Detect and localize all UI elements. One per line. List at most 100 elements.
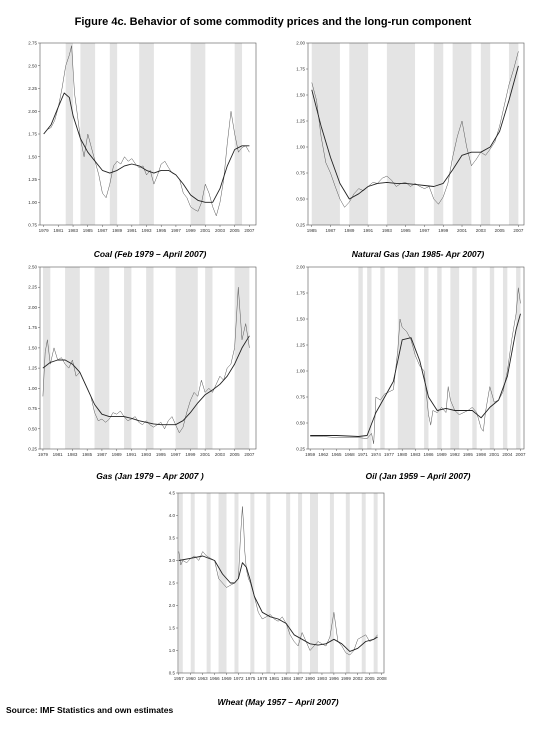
y-tick-label: 2.0 (169, 603, 176, 608)
x-tick-label: 1995 (401, 228, 412, 233)
x-tick-label: 1980 (397, 452, 408, 457)
x-tick-label: 1991 (363, 228, 374, 233)
x-tick-label: 1991 (126, 452, 137, 457)
y-tick-label: 1.50 (28, 154, 37, 159)
x-tick-label: 1993 (142, 228, 153, 233)
x-tick-label: 1983 (67, 452, 78, 457)
x-tick-label: 1997 (419, 228, 430, 233)
shaded-period (205, 267, 213, 449)
x-tick-label: 1990 (305, 676, 316, 681)
x-tick-label: 2007 (513, 228, 524, 233)
series-long-run-line (310, 313, 521, 437)
x-tick-label: 1969 (222, 676, 233, 681)
shaded-period (472, 267, 477, 449)
shaded-period (310, 493, 318, 673)
shaded-period (502, 267, 508, 449)
chart-coal: 0.75 1.00 1.25 1.50 1.75 2.00 2.25 2.50 2.75 1979… (20, 37, 260, 245)
x-tick-label: 1978 (257, 676, 268, 681)
x-tick-label: 1987 (293, 676, 304, 681)
y-tick-label: 0.75 (28, 223, 37, 228)
shaded-period (250, 493, 255, 673)
x-tick-label: 1963 (198, 676, 209, 681)
x-tick-label: 1977 (384, 452, 395, 457)
x-tick-label: 1995 (156, 452, 167, 457)
series-actual-line (310, 287, 521, 445)
y-tick-label: 1.00 (28, 200, 37, 205)
shaded-period (345, 493, 350, 673)
x-tick-label: 1992 (450, 452, 461, 457)
x-tick-label: 1987 (97, 452, 108, 457)
y-tick-label: 0.50 (296, 197, 305, 202)
shaded-period (516, 267, 521, 449)
y-tick-label: 4.0 (169, 513, 176, 518)
shaded-period (298, 493, 303, 673)
y-tick-label: 2.50 (28, 265, 37, 270)
shaded-period (452, 43, 472, 225)
x-tick-label: 1981 (269, 676, 280, 681)
chart-natural-gas-svg: 0.25 0.50 0.75 1.00 1.25 1.50 1.75 2.00 1985 1987… (296, 41, 525, 233)
y-tick-label: 1.25 (28, 366, 37, 371)
shaded-period (311, 43, 340, 225)
x-tick-label: 1999 (186, 228, 197, 233)
chart-oil: 0.25 0.50 0.75 1.00 1.25 1.50 1.75 2.00 1959 1962… (288, 261, 528, 469)
x-tick-label: 1989 (112, 228, 123, 233)
x-tick-label: 2004 (502, 452, 513, 457)
y-tick-label: 3.0 (169, 558, 176, 563)
y-tick-label: 2.75 (28, 41, 37, 46)
caption-wheat: Wheat (May 1957 – April 2007) (217, 697, 339, 707)
shaded-period (234, 43, 243, 225)
y-tick-label: 2.25 (28, 285, 37, 290)
caption-gas: Gas (Jan 1979 – Apr 2007 ) (96, 471, 204, 481)
shaded-period (433, 43, 444, 225)
y-tick-label: 1.25 (28, 177, 37, 182)
x-tick-label: 1995 (156, 228, 167, 233)
x-tick-label: 1998 (476, 452, 487, 457)
x-tick-label: 1999 (341, 676, 352, 681)
shaded-period (109, 43, 118, 225)
x-tick-label: 1999 (185, 452, 196, 457)
y-tick-label: 2.5 (169, 581, 176, 586)
y-tick-label: 1.00 (296, 145, 305, 150)
figure-title: Figure 4c. Behavior of some commodity pr… (74, 16, 472, 28)
x-tick-label: 1966 (210, 676, 221, 681)
shaded-period (65, 43, 74, 225)
x-tick-label: 1979 (38, 452, 49, 457)
y-tick-label: 1.00 (28, 386, 37, 391)
x-tick-label: 2003 (476, 228, 487, 233)
x-tick-label: 2001 (457, 228, 468, 233)
x-tick-label: 2005 (365, 676, 376, 681)
x-tick-label: 2001 (200, 228, 211, 233)
shaded-period (146, 267, 154, 449)
y-tick-label: 2.00 (28, 109, 37, 114)
y-tick-label: 0.25 (28, 447, 37, 452)
shaded-period (386, 43, 416, 225)
series-actual-line (43, 45, 250, 217)
chart-natural-gas: 0.25 0.50 0.75 1.00 1.25 1.50 1.75 2.00 1985 1987… (288, 37, 528, 245)
shaded-period (380, 267, 385, 449)
plot-frame (307, 266, 525, 450)
x-tick-label: 2008 (377, 676, 388, 681)
chart-oil-svg: 0.25 0.50 0.75 1.00 1.25 1.50 1.75 2.00 1959 1962… (296, 265, 526, 458)
y-tick-label: 0.25 (296, 223, 305, 228)
x-tick-label: 1999 (438, 228, 449, 233)
y-tick-label: 4.5 (169, 491, 176, 496)
y-tick-label: 1.0 (169, 648, 176, 653)
y-tick-label: 1.50 (28, 345, 37, 350)
shaded-period (424, 267, 429, 449)
series-long-run-line (311, 65, 519, 200)
y-tick-label: 0.5 (169, 671, 176, 676)
shaded-period (508, 43, 519, 225)
shaded-period (190, 43, 206, 225)
x-tick-label: 1979 (39, 228, 50, 233)
shaded-period (234, 267, 250, 449)
x-tick-label: 1989 (344, 228, 355, 233)
x-tick-label: 2005 (230, 228, 241, 233)
y-tick-label: 0.25 (296, 447, 305, 452)
shaded-period (206, 493, 211, 673)
x-tick-label: 2005 (230, 452, 241, 457)
x-tick-label: 2001 (489, 452, 500, 457)
shaded-period (373, 493, 378, 673)
y-tick-label: 0.50 (296, 421, 305, 426)
y-tick-label: 1.75 (296, 291, 305, 296)
y-tick-label: 1.75 (296, 67, 305, 72)
